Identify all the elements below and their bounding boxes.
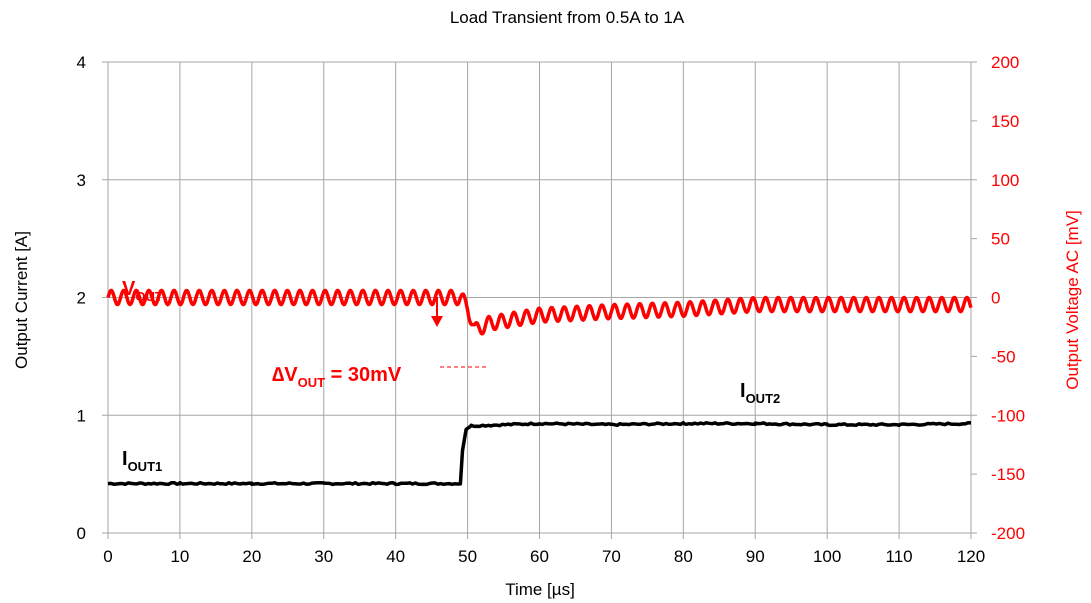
y-right-tick-label: -200	[991, 524, 1025, 543]
y-right-tick-label: 50	[991, 230, 1010, 249]
x-tick-label: 30	[314, 547, 333, 566]
delta-vout-sub: OUT	[298, 375, 326, 390]
vout-label-main: V	[122, 278, 136, 300]
y-left-tick-label: 3	[77, 171, 86, 190]
y-right-axis-label: Output Voltage AC [mV]	[1063, 210, 1082, 390]
x-tick-label: 80	[674, 547, 693, 566]
grid	[102, 61, 977, 539]
y-right-tick-label: 100	[991, 171, 1019, 190]
y-left-axis-label: Output Current [A]	[12, 231, 31, 369]
y-right-tick-label: -50	[991, 347, 1016, 366]
iout1-label: IOUT1	[122, 448, 162, 474]
annotations: VOUT IOUT1 IOUT2 ∆VOUT = 30mV	[122, 278, 780, 474]
delta-arrow-head	[431, 316, 443, 327]
y-right-tick-label: 0	[991, 289, 1000, 308]
y-left-tick-label: 4	[77, 53, 86, 72]
y-right-tick-label: 150	[991, 112, 1019, 131]
x-tick-label: 100	[813, 547, 841, 566]
iout1-label-main: I	[122, 448, 128, 470]
y-right-tick-labels: -200 -150 -100 -50 0 50 100 150 200	[991, 53, 1025, 543]
x-tick-label: 50	[458, 547, 477, 566]
y-left-tick-label: 2	[77, 289, 86, 308]
y-right-tick-label: -150	[991, 465, 1025, 484]
x-tick-labels: 0 10 20 30 40 50 60 70 80 90 100 110 120	[103, 547, 985, 566]
x-tick-label: 60	[530, 547, 549, 566]
series-group	[106, 288, 973, 487]
y-right-tick-label: -100	[991, 406, 1025, 425]
y-left-tick-labels: 0 1 2 3 4	[77, 53, 86, 543]
series-vout-line	[106, 288, 973, 336]
chart-title: Load Transient from 0.5A to 1A	[450, 8, 685, 27]
iout2-label-sub: OUT2	[746, 391, 781, 406]
vout-label-sub: OUT	[135, 289, 163, 304]
x-tick-label: 70	[602, 547, 621, 566]
y-left-tick-label: 0	[77, 524, 86, 543]
x-tick-label: 110	[886, 547, 913, 566]
iout2-label: IOUT2	[740, 380, 780, 406]
x-tick-label: 10	[170, 547, 189, 566]
x-tick-label: 20	[242, 547, 261, 566]
x-tick-label: 90	[746, 547, 765, 566]
x-axis-label: Time [µs]	[505, 580, 575, 599]
delta-vout-suffix: = 30mV	[325, 364, 402, 386]
series-iout-line	[107, 420, 972, 487]
delta-vout-prefix: ∆V	[272, 364, 298, 386]
iout1-label-sub: OUT1	[128, 459, 163, 474]
y-right-tick-label: 200	[991, 53, 1019, 72]
iout2-label-main: I	[740, 380, 746, 402]
x-tick-label: 120	[957, 547, 985, 566]
x-tick-label: 40	[386, 547, 405, 566]
x-tick-label: 0	[103, 547, 112, 566]
y-left-tick-label: 1	[77, 406, 86, 425]
vout-label: VOUT	[122, 278, 163, 304]
delta-vout-label: ∆VOUT = 30mV	[272, 364, 402, 390]
